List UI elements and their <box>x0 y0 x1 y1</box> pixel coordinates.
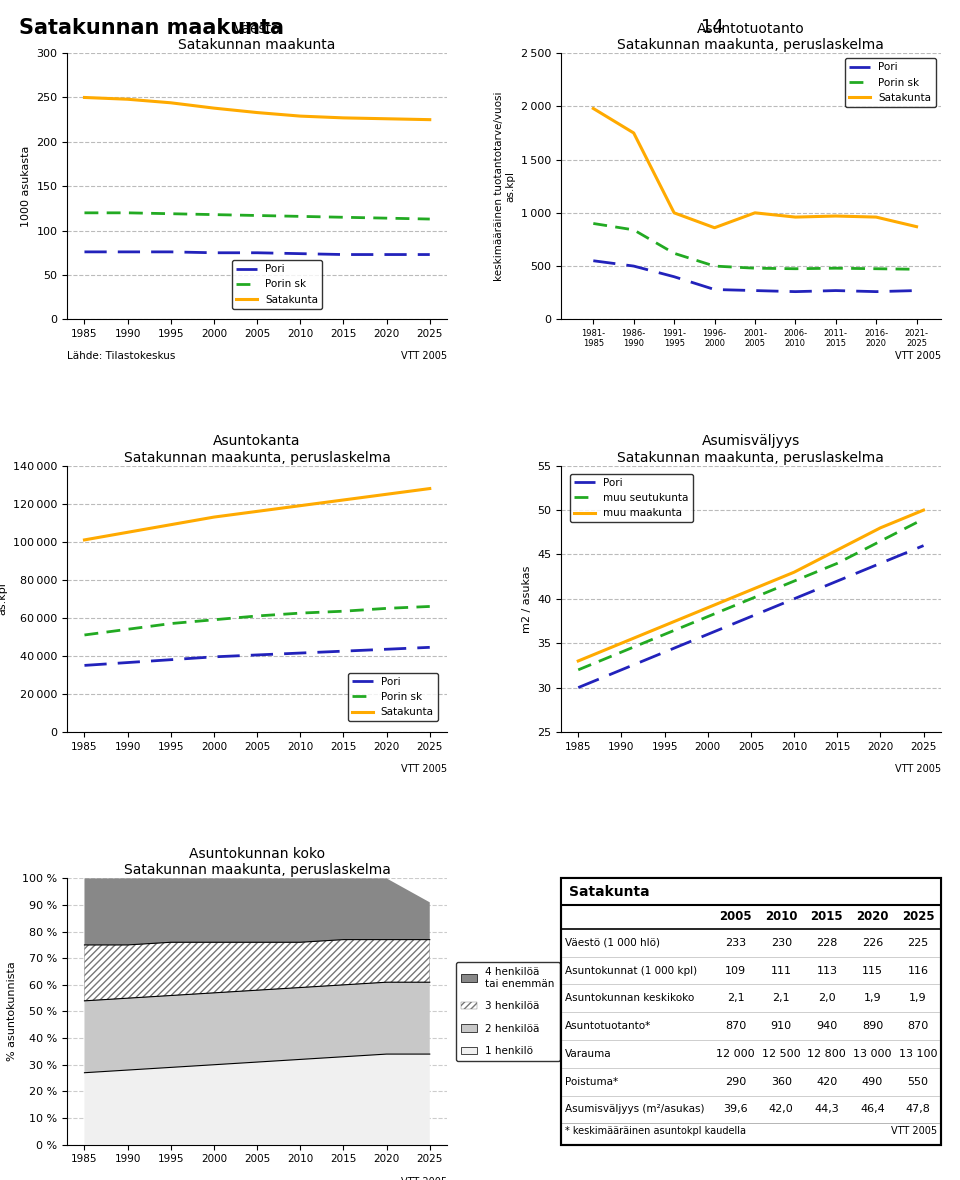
Text: 226: 226 <box>862 938 883 948</box>
Text: Asumisväljyys (m²/asukas): Asumisväljyys (m²/asukas) <box>564 1104 705 1114</box>
Legend: Pori, muu seutukunta, muu maakunta: Pori, muu seutukunta, muu maakunta <box>570 473 693 523</box>
Text: 111: 111 <box>771 965 792 976</box>
Text: 2010: 2010 <box>765 911 798 924</box>
Text: 44,3: 44,3 <box>814 1104 839 1114</box>
Text: 12 500: 12 500 <box>762 1049 801 1058</box>
Text: 42,0: 42,0 <box>769 1104 794 1114</box>
Text: 2,1: 2,1 <box>727 994 745 1003</box>
Text: 2015: 2015 <box>810 911 843 924</box>
Text: VTT 2005: VTT 2005 <box>401 763 447 774</box>
Text: 109: 109 <box>725 965 746 976</box>
Text: 228: 228 <box>816 938 837 948</box>
Text: 116: 116 <box>907 965 928 976</box>
Text: 890: 890 <box>862 1021 883 1031</box>
Text: 12 000: 12 000 <box>716 1049 755 1058</box>
Text: 46,4: 46,4 <box>860 1104 885 1114</box>
Text: Väestö (1 000 hlö): Väestö (1 000 hlö) <box>564 938 660 948</box>
Text: Asuntotuotanto*: Asuntotuotanto* <box>564 1021 651 1031</box>
Legend: 4 henkilöä
tai enemmän, 3 henkilöä, 2 henkilöä, 1 henkilö: 4 henkilöä tai enemmän, 3 henkilöä, 2 he… <box>456 962 560 1061</box>
Y-axis label: % asuntokunnista: % asuntokunnista <box>7 962 16 1061</box>
Text: 490: 490 <box>862 1076 883 1087</box>
Legend: Pori, Porin sk, Satakunta: Pori, Porin sk, Satakunta <box>845 58 936 107</box>
Text: 2,1: 2,1 <box>773 994 790 1003</box>
Text: 233: 233 <box>725 938 746 948</box>
Text: VTT 2005: VTT 2005 <box>895 763 941 774</box>
Text: 2005: 2005 <box>719 911 752 924</box>
Title: Asumisväljyys
Satakunnan maakunta, peruslaskelma: Asumisväljyys Satakunnan maakunta, perus… <box>617 434 884 465</box>
Text: 13 100: 13 100 <box>899 1049 937 1058</box>
Text: VTT 2005: VTT 2005 <box>891 1126 937 1136</box>
Text: VTT 2005: VTT 2005 <box>401 352 447 361</box>
Text: 115: 115 <box>862 965 883 976</box>
Text: 113: 113 <box>816 965 837 976</box>
Text: Poistuma*: Poistuma* <box>564 1076 618 1087</box>
Text: 940: 940 <box>816 1021 837 1031</box>
Text: 870: 870 <box>725 1021 746 1031</box>
Title: Asuntokanta
Satakunnan maakunta, peruslaskelma: Asuntokanta Satakunnan maakunta, perusla… <box>124 434 391 465</box>
Text: * keskimääräinen asuntokpl kaudella: * keskimääräinen asuntokpl kaudella <box>564 1126 746 1136</box>
Text: 2020: 2020 <box>856 911 889 924</box>
Text: 225: 225 <box>907 938 928 948</box>
Y-axis label: keskimääräinen tuotantotarve/vuosi
as.kpl: keskimääräinen tuotantotarve/vuosi as.kp… <box>493 92 516 281</box>
Text: 1,9: 1,9 <box>909 994 926 1003</box>
Text: VTT 2005: VTT 2005 <box>401 1176 447 1180</box>
Title: Asuntotuotanto
Satakunnan maakunta, peruslaskelma: Asuntotuotanto Satakunnan maakunta, peru… <box>617 21 884 52</box>
Text: 360: 360 <box>771 1076 792 1087</box>
Text: 230: 230 <box>771 938 792 948</box>
Text: Lähde: Tilastokeskus: Lähde: Tilastokeskus <box>67 352 176 361</box>
Text: 2025: 2025 <box>901 911 934 924</box>
Legend: Pori, Porin sk, Satakunta: Pori, Porin sk, Satakunta <box>232 260 323 309</box>
Bar <box>561 878 941 905</box>
Y-axis label: 140 000
as.kpl: 140 000 as.kpl <box>0 576 8 622</box>
Text: 420: 420 <box>816 1076 837 1087</box>
Legend: Pori, Porin sk, Satakunta: Pori, Porin sk, Satakunta <box>348 673 438 721</box>
Text: Satakunta: Satakunta <box>568 885 649 899</box>
Title: Väestö
Satakunnan maakunta: Väestö Satakunnan maakunta <box>179 21 336 52</box>
Text: Varauma: Varauma <box>564 1049 612 1058</box>
Text: Asuntokunnan keskikoko: Asuntokunnan keskikoko <box>564 994 694 1003</box>
Title: Asuntokunnan koko
Satakunnan maakunta, peruslaskelma: Asuntokunnan koko Satakunnan maakunta, p… <box>124 847 391 877</box>
Text: 12 800: 12 800 <box>807 1049 846 1058</box>
Text: 550: 550 <box>907 1076 928 1087</box>
Text: 14: 14 <box>701 18 724 35</box>
Y-axis label: 1000 asukasta: 1000 asukasta <box>21 145 31 227</box>
Y-axis label: m2 / asukas: m2 / asukas <box>521 565 532 632</box>
Text: 870: 870 <box>907 1021 928 1031</box>
Text: 2,0: 2,0 <box>818 994 835 1003</box>
Text: Satakunnan maakunta: Satakunnan maakunta <box>19 18 284 38</box>
Text: Asuntokunnat (1 000 kpl): Asuntokunnat (1 000 kpl) <box>564 965 697 976</box>
Text: 1,9: 1,9 <box>864 994 881 1003</box>
Text: 13 000: 13 000 <box>853 1049 892 1058</box>
Text: 910: 910 <box>771 1021 792 1031</box>
Text: 39,6: 39,6 <box>724 1104 748 1114</box>
Text: 47,8: 47,8 <box>905 1104 930 1114</box>
Text: 290: 290 <box>725 1076 746 1087</box>
Text: VTT 2005: VTT 2005 <box>895 352 941 361</box>
